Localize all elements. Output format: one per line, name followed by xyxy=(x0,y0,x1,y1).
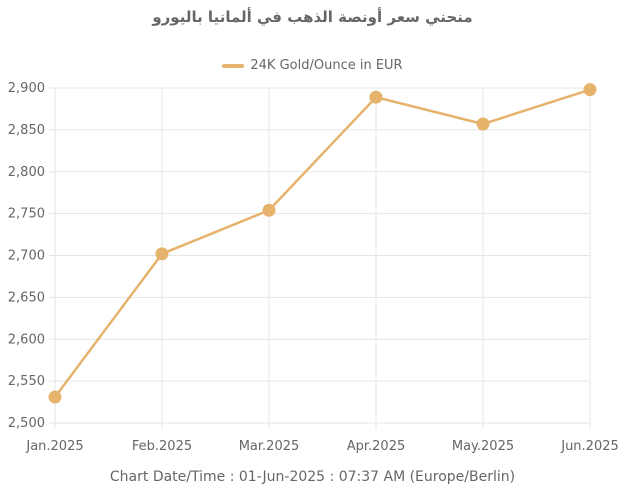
data-point xyxy=(262,203,276,217)
x-tick-label: Jun.2025 xyxy=(560,439,619,454)
y-tick-label: 2,550 xyxy=(8,374,45,389)
y-tick-label: 2,600 xyxy=(8,332,45,347)
axis-layer: 2,500 2,550 2,600 2,650 2,700 2,750 2,800 2,850… xyxy=(8,81,619,454)
y-tick-label: 2,900 xyxy=(8,81,45,96)
y-tick-label: 2,650 xyxy=(8,290,45,305)
line-chart: 2,500 2,550 2,600 2,650 2,700 2,750 2,800 2,850… xyxy=(8,81,619,454)
y-tick-label: 2,750 xyxy=(8,207,45,222)
chart-footer: Chart Date/Time : 01-Jun-2025 : 07:37 AM… xyxy=(109,469,516,485)
legend-swatch xyxy=(222,63,245,68)
data-point xyxy=(48,390,62,404)
legend-label: 24K Gold/Ounce in EUR xyxy=(250,58,403,73)
data-point xyxy=(583,83,597,97)
series-line xyxy=(53,88,591,398)
grid-layer xyxy=(49,87,591,429)
chart-title: منحني سعر أونصة الذهب في ألمانيا باليورو xyxy=(152,8,473,26)
legend[interactable]: 24K Gold/Ounce in EUR xyxy=(0,58,625,73)
data-point xyxy=(369,90,383,104)
y-tick-label: 2,800 xyxy=(8,165,45,180)
x-tick-label: Mar.2025 xyxy=(239,439,300,454)
y-tick-label: 2,850 xyxy=(8,123,45,138)
x-tick-label: Apr.2025 xyxy=(347,439,406,454)
series-layer xyxy=(48,83,597,404)
y-tick-label: 2,700 xyxy=(8,249,45,264)
data-point xyxy=(476,117,490,131)
x-tick-label: May.2025 xyxy=(452,439,514,454)
x-tick-label: Feb.2025 xyxy=(132,439,192,454)
y-tick-label: 2,500 xyxy=(8,416,45,431)
x-tick-label: Jan.2025 xyxy=(25,439,83,454)
data-point xyxy=(155,247,169,261)
